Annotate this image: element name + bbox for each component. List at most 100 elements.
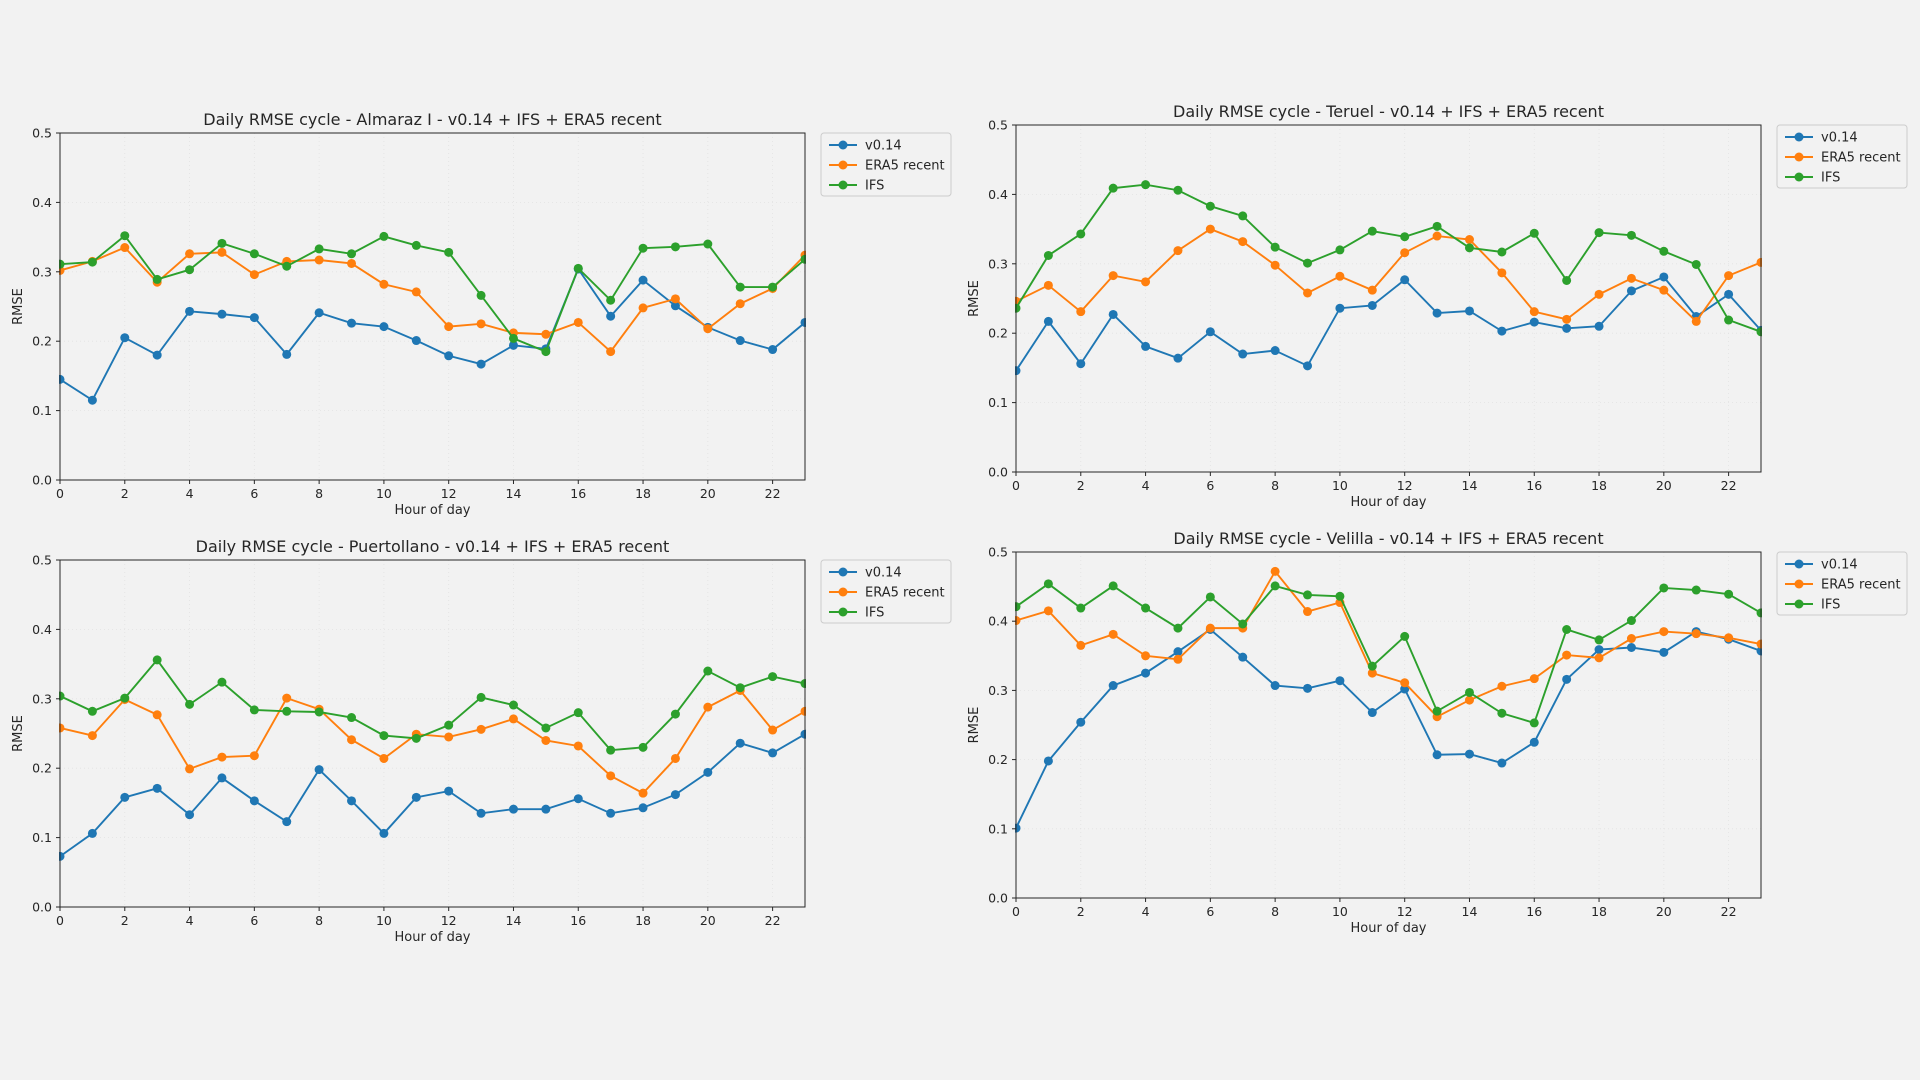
- data-point: [1141, 277, 1151, 287]
- data-point: [1691, 316, 1701, 326]
- data-point: [670, 301, 680, 311]
- data-point: [347, 318, 357, 328]
- data-point: [1205, 201, 1215, 211]
- data-point: [638, 803, 648, 813]
- data-point: [120, 333, 130, 343]
- data-point: [1562, 625, 1572, 635]
- data-point: [249, 270, 259, 280]
- data-point: [670, 790, 680, 800]
- data-point: [444, 720, 454, 730]
- x-tick-label: 14: [1462, 904, 1478, 919]
- x-tick-label: 14: [506, 913, 522, 928]
- y-tick-label: 0.0: [32, 473, 52, 488]
- data-point: [1659, 627, 1669, 637]
- data-point: [1043, 316, 1053, 326]
- data-point: [1141, 603, 1151, 613]
- legend-box: [1776, 551, 1908, 616]
- data-point: [1141, 651, 1151, 661]
- data-point: [185, 810, 195, 820]
- data-point: [1173, 647, 1183, 657]
- data-point: [476, 808, 486, 818]
- data-point: [185, 265, 195, 275]
- data-point: [87, 395, 97, 405]
- x-tick-label: 10: [376, 913, 392, 928]
- data-point: [670, 242, 680, 252]
- x-tick-label: 4: [186, 486, 194, 501]
- chart-panel-1: 0 2 4 6 8 10 12 14 16 18 20 22 0.0 0.1 0.2 0.3 0.4 0.5 Dai…: [11, 110, 952, 518]
- y-axis-label: RMSE: [11, 715, 26, 752]
- data-point: [1303, 288, 1313, 298]
- data-point: [87, 706, 97, 716]
- x-tick-label: 4: [186, 913, 194, 928]
- data-point: [379, 322, 389, 332]
- data-point: [1497, 247, 1507, 257]
- data-point: [541, 329, 551, 339]
- data-point: [735, 683, 745, 693]
- data-point: [573, 708, 583, 718]
- data-point: [347, 258, 357, 268]
- x-tick-label: 4: [1142, 904, 1150, 919]
- data-point: [185, 764, 195, 774]
- plot-area: [1016, 552, 1761, 898]
- data-point: [185, 306, 195, 316]
- data-point: [347, 713, 357, 723]
- legend-label: IFS: [865, 606, 884, 621]
- data-point: [1497, 268, 1507, 278]
- data-point: [1626, 634, 1636, 643]
- data-point: [1529, 317, 1539, 327]
- x-tick-label: 0: [1012, 904, 1020, 919]
- data-point: [606, 311, 616, 321]
- series-line-1: [59, 689, 806, 795]
- data-point: [1270, 566, 1280, 576]
- data-point: [1076, 603, 1086, 613]
- data-point: [1367, 668, 1377, 678]
- data-point: [1659, 285, 1669, 295]
- x-tick-label: 22: [765, 913, 781, 928]
- legend-label: ERA5 recent: [1821, 578, 1901, 593]
- data-point: [249, 751, 259, 761]
- legend-marker: [1794, 599, 1804, 609]
- legend-label: v0.14: [865, 139, 902, 154]
- data-point: [217, 238, 227, 248]
- y-tick-label: 0.5: [988, 118, 1008, 133]
- data-point: [670, 294, 680, 304]
- data-point: [1626, 230, 1636, 240]
- data-point: [1529, 674, 1539, 684]
- data-point: [1205, 224, 1215, 234]
- data-point: [152, 350, 162, 360]
- data-point: [1562, 650, 1572, 660]
- data-point: [444, 732, 454, 742]
- data-point: [217, 247, 227, 257]
- data-point: [508, 340, 518, 350]
- data-point: [670, 753, 680, 763]
- y-tick-label: 0.2: [32, 334, 52, 349]
- data-point: [217, 677, 227, 687]
- series-line-2: [1015, 582, 1762, 725]
- data-point: [120, 243, 130, 253]
- data-point: [1691, 629, 1701, 639]
- y-tick-label: 0.4: [32, 622, 52, 637]
- data-point: [1076, 229, 1086, 239]
- data-point: [314, 765, 324, 775]
- legend-label: ERA5 recent: [1821, 151, 1901, 166]
- legend-marker: [838, 140, 848, 150]
- data-point: [1659, 583, 1669, 593]
- x-tick-label: 22: [765, 486, 781, 501]
- data-point: [1303, 590, 1313, 600]
- data-point: [768, 672, 778, 682]
- data-point: [1043, 579, 1053, 589]
- data-point: [1335, 271, 1345, 281]
- data-point: [1238, 619, 1248, 629]
- x-tick-label: 10: [376, 486, 392, 501]
- x-tick-label: 22: [1721, 478, 1737, 493]
- data-point: [1173, 185, 1183, 195]
- data-point: [444, 247, 454, 257]
- data-point: [120, 792, 130, 802]
- data-point: [1464, 695, 1474, 705]
- data-point: [735, 299, 745, 309]
- data-point: [1626, 286, 1636, 296]
- y-tick-label: 0.1: [32, 403, 52, 418]
- data-point: [1432, 308, 1442, 318]
- x-tick-label: 8: [1271, 904, 1279, 919]
- data-point: [1367, 300, 1377, 310]
